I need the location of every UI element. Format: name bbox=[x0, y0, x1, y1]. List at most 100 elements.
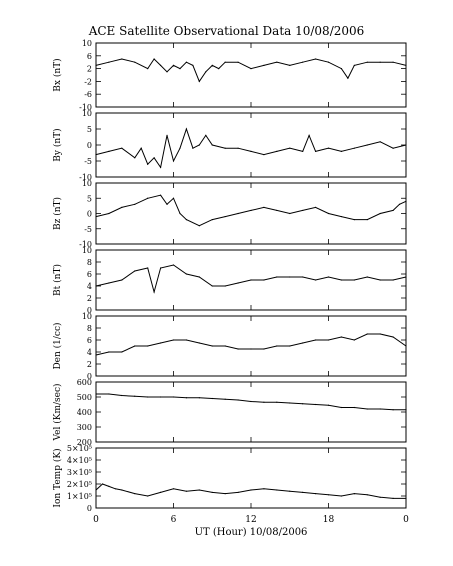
data-point bbox=[121, 394, 123, 397]
data-point bbox=[392, 61, 394, 63]
data-point bbox=[114, 488, 116, 490]
data-point bbox=[159, 396, 162, 398]
data-point bbox=[198, 80, 200, 82]
y-tick-label: 0 bbox=[87, 372, 92, 381]
data-point bbox=[172, 488, 175, 490]
data-point bbox=[134, 203, 136, 205]
data-point bbox=[172, 396, 175, 398]
data-point bbox=[134, 345, 136, 347]
data-point bbox=[289, 147, 291, 149]
data-point bbox=[95, 393, 97, 395]
data-point bbox=[392, 147, 394, 149]
data-point bbox=[327, 212, 330, 215]
panel-7-frame bbox=[95, 447, 407, 509]
data-point bbox=[121, 147, 123, 149]
data-point bbox=[276, 401, 278, 403]
data-point bbox=[185, 128, 188, 130]
data-point bbox=[250, 279, 252, 281]
data-point bbox=[198, 489, 200, 491]
data-point bbox=[366, 494, 368, 496]
y-tick-label: 8 bbox=[87, 324, 92, 333]
series-line-panel-4 bbox=[95, 264, 407, 294]
data-point bbox=[224, 345, 226, 347]
data-point bbox=[198, 144, 200, 146]
data-point bbox=[302, 276, 304, 278]
x-tick-label: 0 bbox=[93, 515, 99, 525]
data-point bbox=[250, 348, 252, 350]
data-point bbox=[205, 134, 207, 136]
data-point bbox=[276, 489, 278, 491]
data-point bbox=[224, 398, 226, 400]
y-axis-label: Den (1/cc) bbox=[52, 322, 63, 369]
data-point bbox=[379, 61, 381, 63]
series-line-panel-5 bbox=[95, 333, 407, 356]
data-point bbox=[302, 209, 304, 212]
data-point bbox=[159, 166, 162, 168]
data-point bbox=[211, 144, 213, 146]
y-tick-label: 2 bbox=[87, 294, 92, 303]
data-point bbox=[340, 68, 343, 70]
data-point bbox=[147, 197, 149, 199]
data-point bbox=[392, 209, 394, 212]
data-point bbox=[340, 406, 343, 409]
x-tick-label: 18 bbox=[323, 515, 335, 525]
y-tick-label: -10 bbox=[79, 103, 92, 112]
data-point bbox=[211, 397, 213, 400]
data-point bbox=[289, 402, 291, 404]
y-tick-label: -10 bbox=[79, 240, 92, 249]
y-tick-label: 4 bbox=[87, 348, 92, 357]
data-point bbox=[263, 348, 265, 350]
data-point bbox=[108, 61, 110, 63]
data-point bbox=[340, 279, 343, 281]
data-point bbox=[237, 147, 239, 149]
data-point bbox=[327, 276, 330, 278]
y-axis-label: Bz (nT) bbox=[52, 197, 63, 230]
data-point bbox=[405, 497, 407, 499]
data-point bbox=[250, 150, 252, 152]
data-point bbox=[237, 348, 239, 350]
y-tick-label: 6 bbox=[87, 52, 92, 61]
data-point bbox=[353, 339, 355, 341]
data-point bbox=[314, 58, 317, 60]
data-point bbox=[134, 493, 136, 495]
data-point bbox=[179, 147, 181, 149]
y-tick-label: 500 bbox=[77, 393, 92, 402]
y-tick-label: 4 bbox=[87, 282, 92, 291]
y-tick-label: 5 bbox=[87, 194, 92, 203]
data-point bbox=[353, 147, 355, 149]
x-axis-label: UT (Hour) 10/08/2006 bbox=[195, 527, 308, 538]
data-point bbox=[185, 339, 188, 341]
data-point bbox=[379, 333, 381, 335]
data-point bbox=[314, 493, 317, 495]
data-point bbox=[353, 493, 355, 495]
y-axis-label: By (nT) bbox=[52, 128, 63, 161]
data-point bbox=[121, 351, 123, 353]
data-point bbox=[366, 333, 368, 335]
data-point bbox=[147, 68, 149, 70]
data-point bbox=[302, 491, 304, 493]
data-point bbox=[108, 282, 110, 284]
data-point bbox=[147, 345, 149, 347]
data-point bbox=[289, 212, 291, 215]
data-point bbox=[192, 64, 194, 66]
data-point bbox=[108, 351, 110, 353]
data-point bbox=[237, 61, 239, 63]
data-point bbox=[405, 200, 407, 202]
data-point bbox=[134, 270, 136, 272]
data-point bbox=[263, 64, 265, 66]
data-point bbox=[211, 64, 213, 66]
panel-2-frame bbox=[95, 112, 407, 178]
data-point bbox=[218, 68, 220, 70]
data-point bbox=[237, 491, 239, 493]
data-point bbox=[185, 61, 188, 63]
data-point bbox=[366, 408, 368, 410]
data-point bbox=[379, 212, 381, 215]
data-point bbox=[314, 403, 317, 406]
y-tick-label: 200 bbox=[77, 438, 92, 447]
series-line-panel-7 bbox=[95, 483, 406, 499]
data-point bbox=[250, 68, 252, 70]
y-tick-label: 2 bbox=[87, 360, 92, 369]
data-point bbox=[172, 339, 175, 341]
data-point bbox=[108, 212, 110, 215]
